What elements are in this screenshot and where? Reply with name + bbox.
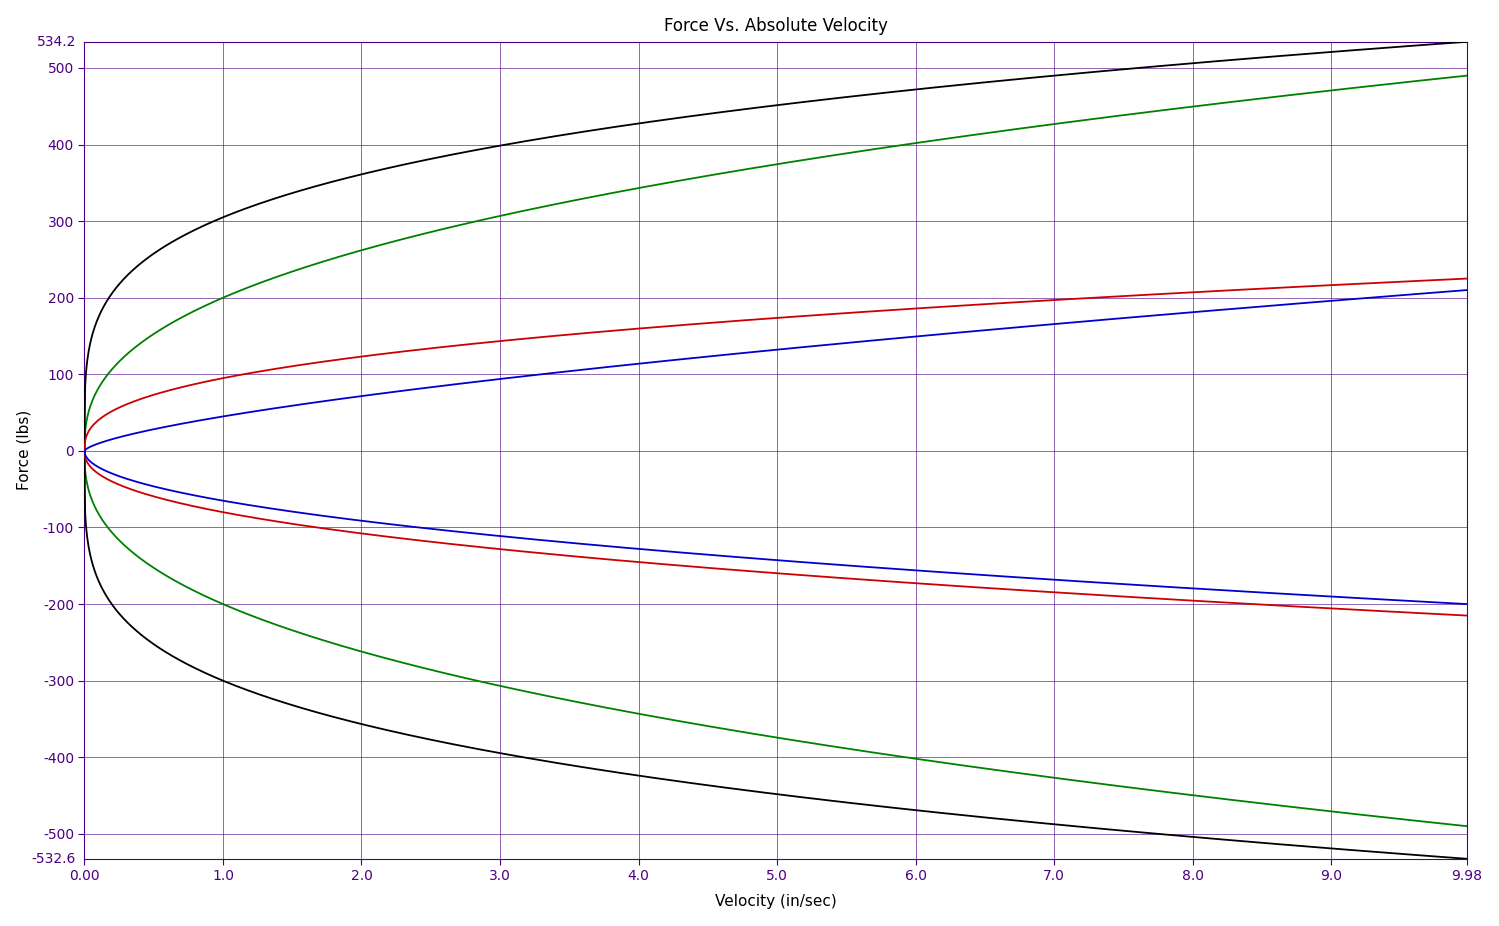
Text: 534.2: 534.2 [37, 35, 76, 49]
Title: Force Vs. Absolute Velocity: Force Vs. Absolute Velocity [664, 17, 887, 34]
Text: -532.6: -532.6 [31, 852, 76, 866]
Y-axis label: Force (lbs): Force (lbs) [16, 410, 31, 491]
X-axis label: Velocity (in/sec): Velocity (in/sec) [715, 895, 836, 909]
